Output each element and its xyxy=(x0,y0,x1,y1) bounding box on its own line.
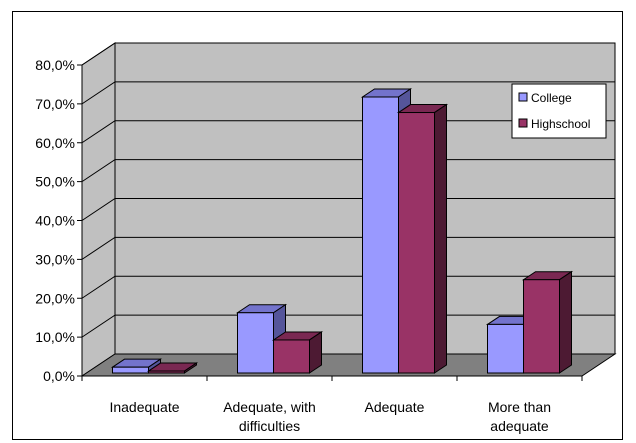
y-tick-label: 80,0% xyxy=(35,57,75,73)
legend-swatch xyxy=(518,118,528,128)
gridline xyxy=(81,42,615,66)
gridline xyxy=(81,81,615,105)
legend-label: College xyxy=(531,91,572,105)
bar-college xyxy=(112,366,149,374)
x-tick-label: Inadequate xyxy=(109,399,179,415)
gridline xyxy=(81,314,615,338)
gridline xyxy=(81,159,615,183)
gridline xyxy=(81,275,615,299)
y-tick-label: 0,0% xyxy=(43,368,75,384)
gridline xyxy=(81,198,615,221)
bar-highschool xyxy=(523,279,560,374)
x-tick-label: adequate xyxy=(490,418,549,434)
bar-highschool xyxy=(398,112,435,374)
y-tick-label: 50,0% xyxy=(35,174,75,190)
x-tick-label: Adequate, with xyxy=(223,399,316,415)
gridline xyxy=(81,120,615,144)
bar-college xyxy=(237,312,274,374)
legend-box xyxy=(511,83,607,139)
legend-swatch xyxy=(518,92,528,102)
bar-college xyxy=(487,323,524,374)
bar-side xyxy=(559,270,572,374)
bar-college xyxy=(362,96,399,374)
y-tick-label: 70,0% xyxy=(35,96,75,112)
x-tick-label: Adequate xyxy=(365,399,425,415)
x-tick-label: difficulties xyxy=(239,418,300,434)
y-tick-label: 10,0% xyxy=(35,329,75,345)
y-tick-label: 40,0% xyxy=(35,213,75,229)
y-tick-label: 30,0% xyxy=(35,251,75,267)
legend-label: Highschool xyxy=(531,117,590,131)
bar-highschool xyxy=(273,339,310,374)
bar-side xyxy=(434,103,447,374)
y-tick-label: 60,0% xyxy=(35,135,75,151)
bar-highschool xyxy=(148,370,185,374)
gridline xyxy=(81,236,615,260)
y-tick-label: 20,0% xyxy=(35,290,75,306)
x-tick-label: More than xyxy=(488,399,551,415)
